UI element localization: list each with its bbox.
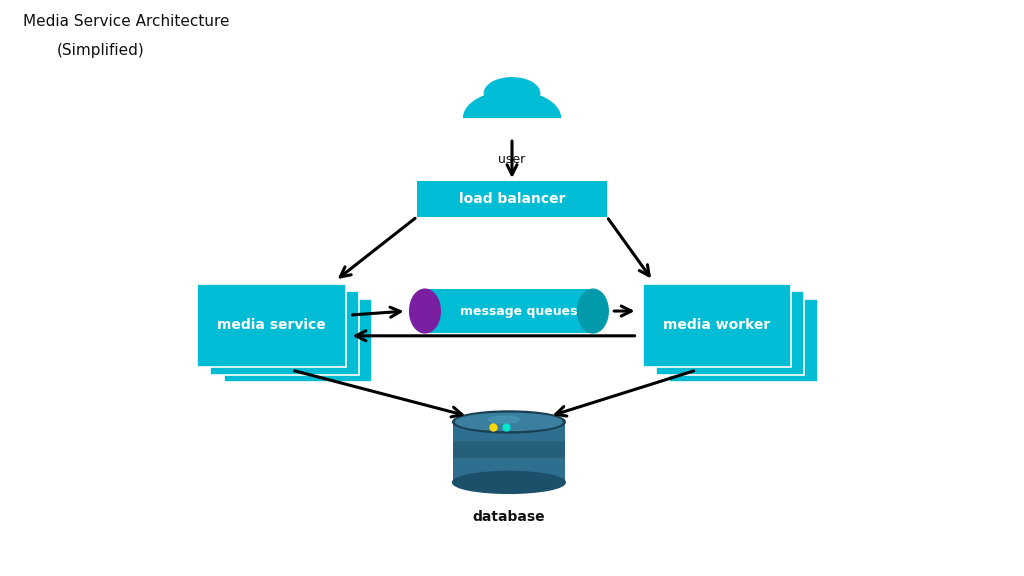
FancyBboxPatch shape	[643, 284, 791, 367]
Text: media service: media service	[217, 319, 326, 332]
Text: media worker: media worker	[664, 319, 770, 332]
FancyBboxPatch shape	[197, 284, 346, 367]
Ellipse shape	[410, 289, 440, 333]
Ellipse shape	[453, 411, 565, 433]
FancyBboxPatch shape	[418, 181, 606, 217]
Text: Media Service Architecture: Media Service Architecture	[23, 14, 229, 29]
Text: user: user	[499, 153, 525, 166]
FancyBboxPatch shape	[670, 299, 817, 382]
Circle shape	[484, 78, 540, 109]
FancyBboxPatch shape	[453, 422, 565, 483]
Ellipse shape	[488, 416, 519, 423]
Text: database: database	[473, 510, 545, 524]
FancyBboxPatch shape	[223, 299, 373, 382]
Ellipse shape	[453, 471, 565, 493]
FancyBboxPatch shape	[655, 291, 805, 375]
Text: (Simplified): (Simplified)	[56, 43, 144, 58]
FancyBboxPatch shape	[425, 289, 593, 333]
FancyBboxPatch shape	[211, 291, 359, 375]
FancyBboxPatch shape	[453, 441, 565, 458]
Ellipse shape	[456, 414, 562, 431]
Text: message queues: message queues	[461, 305, 578, 317]
Text: load balancer: load balancer	[459, 192, 565, 206]
Ellipse shape	[578, 289, 608, 333]
Wedge shape	[463, 90, 561, 118]
